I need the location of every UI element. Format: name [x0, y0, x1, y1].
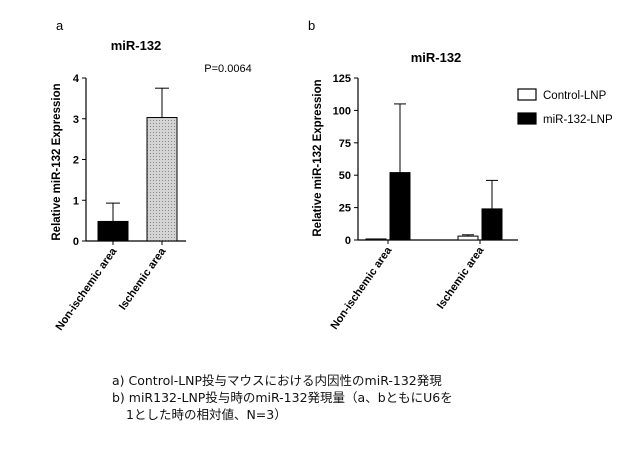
panel-a-ytick-label: 4 [73, 73, 80, 85]
panel-b-ylabel: Relative miR-132 Expression [312, 79, 324, 236]
caption-line-1: a) Control-LNP投与マウスにおける内因性のmiR-132発現 [112, 373, 442, 388]
panel-a-ytick-label: 1 [73, 195, 79, 207]
panel-b-ytick-label: 100 [333, 105, 351, 117]
panel-b-title: miR-132 [411, 50, 462, 65]
caption-line-2: b) miR132-LNP投与時のmiR-132発現量（a、bともにU6を [112, 390, 453, 405]
panel-b-legend-label: miR-132-LNP [543, 114, 613, 126]
caption-line-3: 1とした時の相対値、N=3） [126, 407, 287, 422]
panel-b-ytick-label: 75 [339, 138, 351, 150]
panel-a-category-label: Ischemic area [117, 245, 169, 312]
panel-b-category-label: Non-ischemic area [329, 244, 395, 332]
panel-b-ytick-label: 0 [345, 235, 351, 247]
panel-a-pvalue: P=0.0064 [204, 63, 251, 75]
panel-b-ytick-label: 125 [333, 73, 351, 85]
figure-caption: a) Control-LNP投与マウスにおける内因性のmiR-132発現 b) … [112, 372, 612, 423]
panel-a-bar [146, 117, 178, 242]
panel-a-ytick-label: 3 [73, 114, 79, 126]
panel-b-legend-swatch [517, 112, 537, 125]
panel-b-bar [389, 172, 411, 241]
panel-a-label: a [56, 18, 64, 33]
panel-a-category-label: Non-ischemic area [54, 245, 120, 333]
panel-b-ytick-label: 25 [339, 203, 351, 215]
panel-b-legend-swatch [517, 88, 537, 101]
panel-a-bar [97, 220, 129, 242]
panel-a-ytick-label: 2 [73, 155, 79, 167]
panel-b-bar [457, 235, 479, 241]
panel-b-bar [365, 238, 387, 241]
charts-canvas: a miR-132 P=0.0064 0 1 2 3 4 Relative miR-132 Ex… [51, 18, 613, 333]
panel-b-bar [481, 208, 503, 241]
panel-b-legend-label: Control-LNP [543, 90, 607, 102]
panel-a-ylabel: Relative miR-132 Expression [51, 83, 63, 240]
panel-a-title: miR-132 [111, 38, 162, 53]
panel-b-ytick-label: 50 [339, 170, 351, 182]
panel-b-label: b [308, 18, 315, 33]
panel-b-category-label: Ischemic area [435, 244, 487, 311]
panel-a-ytick-label: 0 [73, 236, 79, 248]
